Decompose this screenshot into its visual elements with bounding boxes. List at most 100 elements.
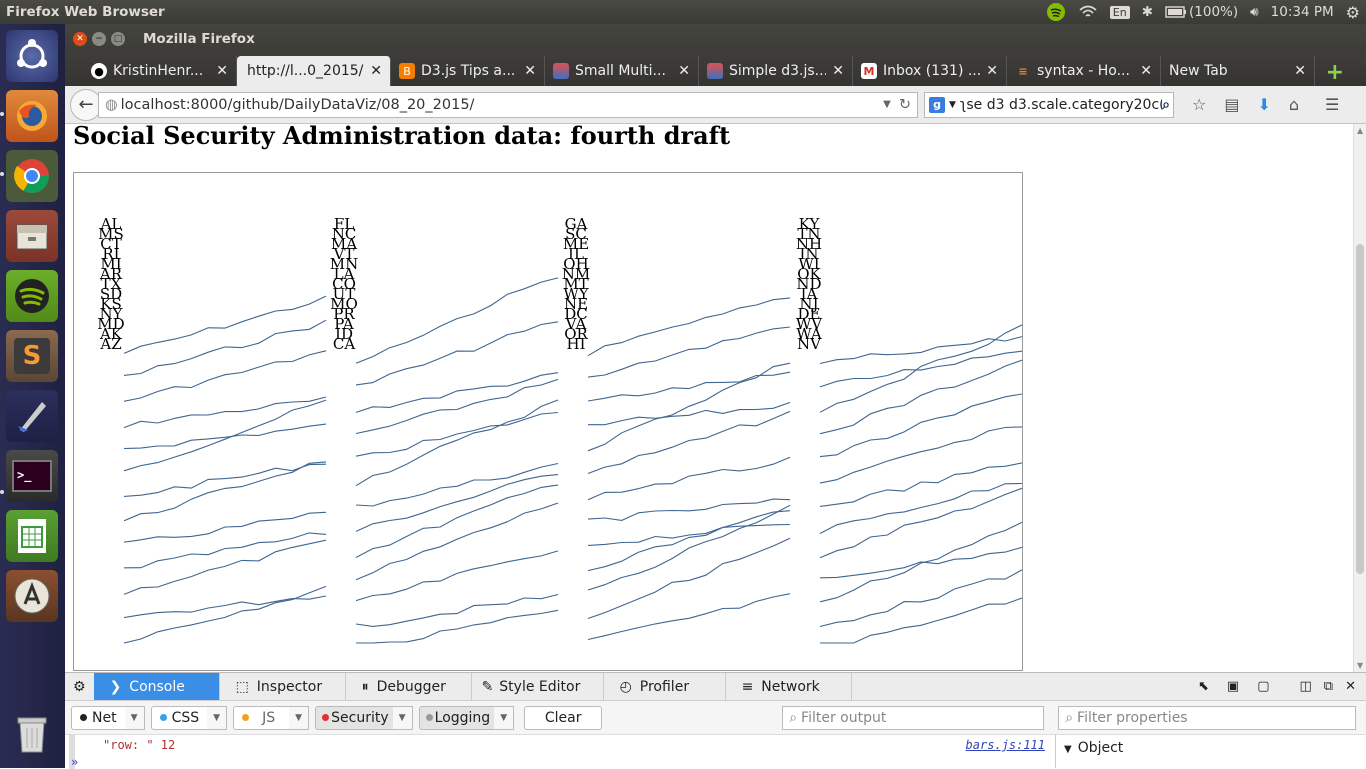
gear-icon[interactable]: ⚙ xyxy=(1345,2,1360,22)
close-tab-icon[interactable]: ✕ xyxy=(370,63,382,79)
volume-icon[interactable]: 🔊︎ xyxy=(1250,4,1259,20)
close-devtools-icon[interactable]: ✕ xyxy=(1345,679,1356,694)
js-filter-button[interactable]: JS xyxy=(233,705,290,730)
clear-console-button[interactable]: Clear xyxy=(524,705,603,730)
tab-d3js-tips[interactable]: B D3.js Tips a... ✕ xyxy=(391,56,545,86)
ubuntu-dash-icon[interactable] xyxy=(6,30,58,82)
console-source-link[interactable]: bars.js:111 xyxy=(965,738,1045,752)
reload-icon[interactable]: ↻ xyxy=(898,96,911,113)
close-tab-icon[interactable]: ✕ xyxy=(986,63,998,79)
maximize-window-button[interactable]: □ xyxy=(111,32,125,46)
firefox-icon[interactable] xyxy=(6,90,58,142)
tab-inspector[interactable]: ⬚ Inspector xyxy=(220,672,346,701)
tab-simple-d3js[interactable]: Simple d3.js... ✕ xyxy=(699,56,853,86)
search-bar[interactable]: g ▼ ʅse d3 d3.scale.category20c() ⌕ xyxy=(924,91,1174,118)
scrollbar-thumb[interactable] xyxy=(1356,244,1364,574)
minimize-window-button[interactable]: − xyxy=(92,32,106,46)
logging-filter-button[interactable]: Logging xyxy=(418,705,495,730)
split-console-icon[interactable]: ▣ xyxy=(1226,679,1240,694)
close-tab-icon[interactable]: ✕ xyxy=(524,63,536,79)
pick-element-icon[interactable]: ⬉ xyxy=(1198,679,1209,694)
close-tab-icon[interactable]: ✕ xyxy=(832,63,844,79)
search-icon[interactable]: ⌕ xyxy=(1162,96,1170,113)
net-filter-dropdown-icon[interactable]: ▼ xyxy=(124,705,145,730)
tab-kristinhenry[interactable]: ● KristinHenr... ✕ xyxy=(83,56,237,86)
bluetooth-icon[interactable]: ✱ xyxy=(1141,4,1153,20)
tab-console[interactable]: ❯ Console xyxy=(93,672,220,701)
google-icon[interactable]: g xyxy=(929,96,945,113)
tab-inbox[interactable]: M Inbox (131) ... ✕ xyxy=(853,56,1007,86)
history-dropdown-icon[interactable]: ▼ xyxy=(883,99,891,110)
clock[interactable]: 10:34 PM xyxy=(1270,4,1334,20)
undock-icon[interactable]: ⧉ xyxy=(1323,679,1334,694)
url-text[interactable]: localhost:8000/github/DailyDataViz/08_20… xyxy=(120,96,475,113)
variables-view: ▼ Object xyxy=(1055,734,1366,768)
new-tab-plus-icon[interactable]: + xyxy=(1325,60,1344,85)
tab-syntax[interactable]: ≡ syntax - Ho... ✕ xyxy=(1007,56,1161,86)
object-node[interactable]: ▼ Object xyxy=(1064,740,1123,756)
downloads-icon[interactable]: ⬇ xyxy=(1257,95,1271,114)
home-icon[interactable]: ⌂ xyxy=(1288,95,1300,114)
menu-icon[interactable]: ☰ xyxy=(1325,95,1340,114)
tab-new-tab[interactable]: New Tab ✕ xyxy=(1161,56,1315,86)
tab-profiler[interactable]: ◴ Profiler xyxy=(604,672,726,701)
tab-style-editor[interactable]: ✎ Style Editor xyxy=(472,672,604,701)
series-line xyxy=(355,593,559,627)
dock-side-icon[interactable]: ◫ xyxy=(1299,679,1312,694)
series-line xyxy=(819,336,1023,365)
close-tab-icon[interactable]: ✕ xyxy=(678,63,690,79)
series-line xyxy=(123,350,327,402)
tab-localhost[interactable]: http://l...0_2015/ ✕ xyxy=(237,56,391,86)
responsive-mode-icon[interactable]: ▢ xyxy=(1257,679,1270,694)
keyboard-indicator[interactable]: En xyxy=(1109,5,1130,19)
tab-network[interactable]: ≡ Network xyxy=(726,672,852,701)
files-icon[interactable] xyxy=(6,210,58,262)
security-filter-button[interactable]: Security xyxy=(315,705,393,730)
close-tab-icon[interactable]: ✕ xyxy=(1140,63,1152,79)
devtools-settings-gear-icon[interactable]: ⚙ xyxy=(73,678,86,695)
state-label: IN xyxy=(799,245,818,263)
net-filter-button[interactable]: Net xyxy=(71,705,125,730)
terminal-icon[interactable]: >_ xyxy=(6,450,58,502)
globe-icon: ◍ xyxy=(105,96,118,113)
filter-output-placeholder: Filter output xyxy=(801,709,887,726)
software-updater-icon[interactable] xyxy=(6,570,58,622)
state-label: UT xyxy=(333,285,356,303)
close-tab-icon[interactable]: ✕ xyxy=(1294,63,1306,79)
close-window-button[interactable]: ✕ xyxy=(73,32,87,46)
logging-filter-dropdown-icon[interactable]: ▼ xyxy=(494,705,515,730)
tab-debugger[interactable]: ⏸ Debugger xyxy=(346,672,472,701)
console-line[interactable]: "row: " 12 bars.js:111 xyxy=(103,738,1045,752)
reading-list-icon[interactable]: ▤ xyxy=(1224,95,1240,114)
search-icon: ⌕ xyxy=(1065,709,1074,726)
css-filter-dropdown-icon[interactable]: ▼ xyxy=(207,705,228,730)
close-tab-icon[interactable]: ✕ xyxy=(216,63,228,79)
inkscape-icon[interactable] xyxy=(6,390,58,442)
search-engine-dropdown-icon[interactable]: ▼ xyxy=(949,99,956,110)
series-line xyxy=(819,546,1023,579)
filter-properties-input[interactable]: ⌕ Filter properties xyxy=(1058,705,1357,730)
stackexchange-icon xyxy=(707,63,723,79)
security-filter-dropdown-icon[interactable]: ▼ xyxy=(392,705,413,730)
chrome-icon[interactable] xyxy=(6,150,58,202)
spotify-tray-icon[interactable] xyxy=(1046,2,1066,22)
wifi-icon[interactable] xyxy=(1078,5,1098,19)
js-filter-dropdown-icon[interactable]: ▼ xyxy=(289,705,310,730)
spotify-icon[interactable] xyxy=(6,270,58,322)
battery-icon[interactable] xyxy=(1165,6,1187,18)
css-filter-button[interactable]: CSS xyxy=(150,705,208,730)
back-button[interactable]: ← xyxy=(70,88,102,121)
sublime-text-icon[interactable]: S xyxy=(6,330,58,382)
page-scrollbar[interactable]: ▲ ▼ xyxy=(1353,124,1366,672)
security-filter-label: Security xyxy=(331,709,389,726)
series-line xyxy=(587,593,791,641)
trash-icon[interactable] xyxy=(6,708,58,760)
console-prompt-icon[interactable]: » xyxy=(71,755,79,769)
libreoffice-calc-icon[interactable] xyxy=(6,510,58,562)
search-text[interactable]: ʅse d3 d3.scale.category20c() xyxy=(959,96,1163,113)
tab-small-multiples[interactable]: Small Multi... ✕ xyxy=(545,56,699,86)
url-bar[interactable]: ◍ localhost:8000/github/DailyDataViz/08_… xyxy=(98,91,918,118)
bookmark-star-icon[interactable]: ☆ xyxy=(1192,95,1207,114)
filter-output-input[interactable]: ⌕ Filter output xyxy=(782,705,1045,730)
